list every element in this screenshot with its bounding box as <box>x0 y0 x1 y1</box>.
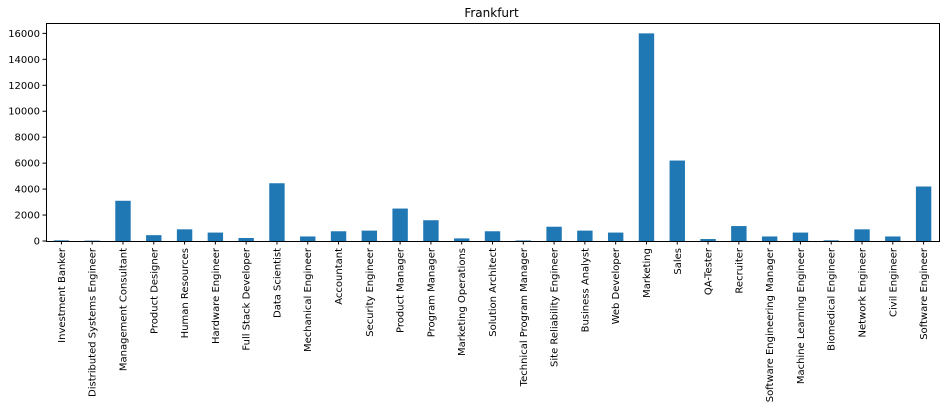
x-tick-label-16: Site Reliability Engineer <box>550 247 561 367</box>
x-tick-label-21: QA-Tester <box>704 247 715 295</box>
x-tick-label-20: Sales <box>673 248 684 275</box>
bar-27 <box>885 236 901 241</box>
x-tick-label-12: Program Manager <box>426 247 437 337</box>
bar-6 <box>238 238 254 241</box>
bar-7 <box>269 183 285 241</box>
y-tick-label-6: 12000 <box>8 81 40 92</box>
x-tick-label-2: Management Consultant <box>118 248 129 371</box>
bar-8 <box>300 236 316 241</box>
bar-11 <box>392 208 408 241</box>
bar-18 <box>607 232 624 241</box>
x-tick-label-7: Data Scientist <box>272 248 283 318</box>
bar-3 <box>146 235 162 241</box>
bar-12 <box>423 220 439 241</box>
plot-frame <box>46 23 940 242</box>
bar-19 <box>638 33 655 241</box>
x-tick-label-5: Hardware Engineer <box>211 247 222 344</box>
bar-9 <box>330 231 347 241</box>
x-tick-label-3: Product Designer <box>149 247 160 334</box>
x-tick-label-0: Investment Banker <box>57 247 68 343</box>
x-tick-label-14: Solution Architect <box>488 248 499 337</box>
bar-24 <box>792 232 809 241</box>
x-tick-label-17: Business Analyst <box>580 248 591 332</box>
x-tick-label-27: Civil Engineer <box>888 247 899 317</box>
x-tick-label-8: Mechanical Engineer <box>303 247 314 352</box>
bar-21 <box>700 239 716 241</box>
bar-0 <box>53 240 70 241</box>
x-tick-label-4: Human Resources <box>180 248 191 338</box>
bar-17 <box>577 230 593 241</box>
x-tick-label-18: Web Developer <box>611 247 622 324</box>
bar-13 <box>454 238 470 241</box>
y-tick-label-1: 2000 <box>15 211 40 222</box>
bar-16 <box>546 226 562 241</box>
y-tick-label-8: 16000 <box>8 29 40 40</box>
y-tick-label-3: 6000 <box>15 159 40 170</box>
bar-4 <box>176 229 193 241</box>
bar-15 <box>515 240 531 241</box>
chart-title: Frankfurt <box>464 6 519 20</box>
bar-25 <box>823 240 839 241</box>
y-tick-label-7: 14000 <box>8 55 40 66</box>
y-tick-label-0: 0 <box>34 237 40 248</box>
x-tick-label-28: Software Engineer <box>919 247 930 340</box>
bar-14 <box>484 231 501 241</box>
x-tick-label-26: Network Engineer <box>858 247 869 337</box>
y-axis: 0 2000 4000 6000 8000 10000 12000 14000 16000 <box>8 29 46 248</box>
x-tick-label-22: Recruiter <box>734 247 745 293</box>
bar-5 <box>207 232 224 241</box>
x-tick-label-19: Marketing <box>642 248 653 298</box>
x-axis: Investment Banker Distributed Systems Eng… <box>57 241 930 402</box>
y-tick-label-2: 4000 <box>15 185 40 196</box>
x-tick-label-13: Marketing Operations <box>457 248 468 356</box>
bar-20 <box>669 160 685 241</box>
bar-28 <box>915 186 932 241</box>
x-tick-label-1: Distributed Systems Engineer <box>88 247 99 397</box>
x-tick-label-25: Biomedical Engineer <box>827 247 838 351</box>
bar-23 <box>761 236 778 241</box>
x-tick-label-9: Accountant <box>334 248 345 305</box>
y-tick-label-5: 10000 <box>8 107 40 118</box>
x-tick-label-6: Full Stack Developer <box>242 247 253 350</box>
bar-2 <box>115 200 131 241</box>
x-tick-label-24: Machine Learning Engineer <box>796 247 807 384</box>
x-tick-label-10: Security Engineer <box>365 247 376 337</box>
bar-22 <box>731 226 747 241</box>
x-tick-label-11: Product Manager <box>396 247 407 333</box>
bars-group <box>53 33 932 241</box>
bar-26 <box>854 229 870 241</box>
bar-10 <box>361 230 378 241</box>
y-tick-label-4: 8000 <box>15 133 40 144</box>
x-tick-label-23: Software Engineering Manager <box>765 247 776 402</box>
x-tick-label-15: Technical Program Manager <box>519 247 530 387</box>
